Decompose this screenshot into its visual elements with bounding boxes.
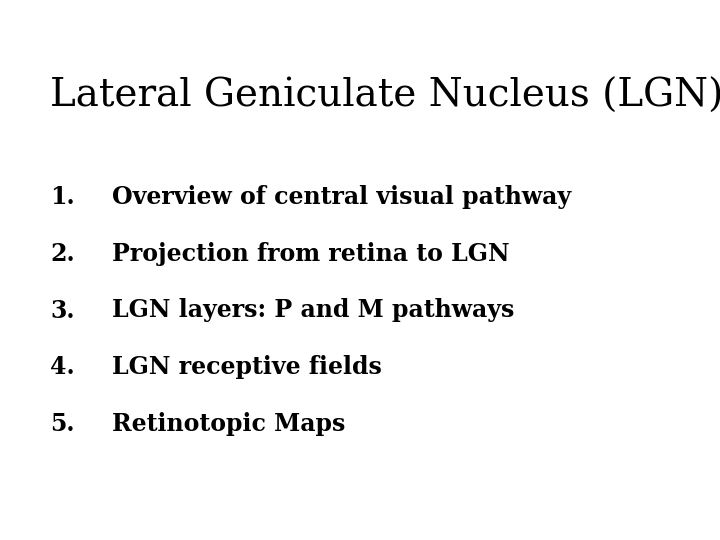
Text: 1.: 1. — [50, 185, 75, 209]
Text: Lateral Geniculate Nucleus (LGN): Lateral Geniculate Nucleus (LGN) — [50, 78, 720, 116]
Text: 2.: 2. — [50, 242, 75, 266]
Text: Projection from retina to LGN: Projection from retina to LGN — [112, 242, 509, 266]
Text: 3.: 3. — [50, 299, 75, 322]
Text: Retinotopic Maps: Retinotopic Maps — [112, 412, 345, 436]
Text: Overview of central visual pathway: Overview of central visual pathway — [112, 185, 571, 209]
Text: LGN layers: P and M pathways: LGN layers: P and M pathways — [112, 299, 514, 322]
Text: LGN receptive fields: LGN receptive fields — [112, 355, 382, 379]
Text: 5.: 5. — [50, 412, 75, 436]
Text: 4.: 4. — [50, 355, 75, 379]
